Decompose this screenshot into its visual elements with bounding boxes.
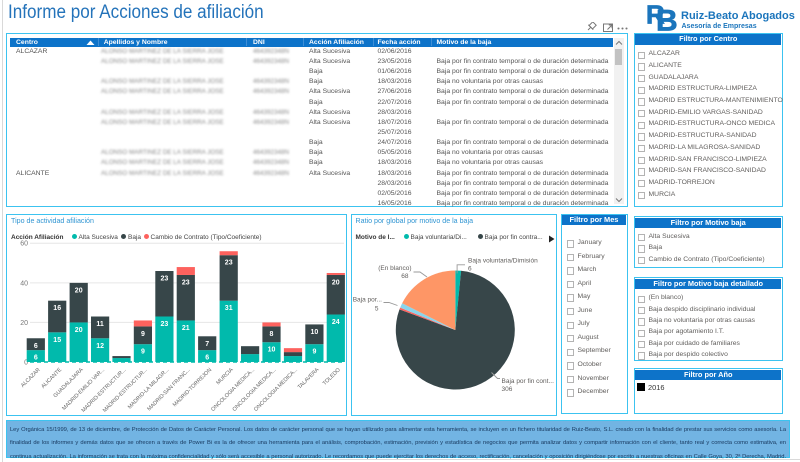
- svg-text:Asesoría de Empresas: Asesoría de Empresas: [682, 23, 757, 30]
- svg-text:R: R: [646, 0, 665, 30]
- svg-text:B: B: [656, 5, 678, 34]
- svg-text:Ruiz-Beato Abogados: Ruiz-Beato Abogados: [681, 10, 795, 22]
